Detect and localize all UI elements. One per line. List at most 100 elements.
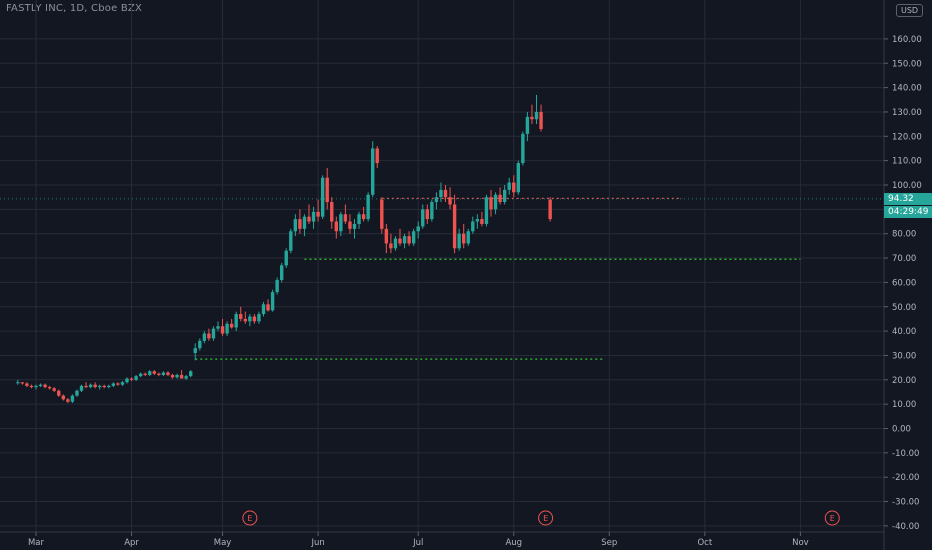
- candle[interactable]: [530, 104, 534, 125]
- candle[interactable]: [88, 383, 93, 389]
- candle[interactable]: [507, 177, 511, 195]
- candle[interactable]: [20, 382, 25, 385]
- candle[interactable]: [148, 370, 152, 377]
- candle[interactable]: [380, 197, 384, 234]
- candle[interactable]: [475, 214, 480, 229]
- candle[interactable]: [484, 194, 489, 227]
- earnings-marker[interactable]: E: [242, 510, 258, 526]
- candle[interactable]: [498, 187, 502, 205]
- candle[interactable]: [425, 204, 429, 224]
- candle[interactable]: [47, 385, 52, 390]
- candle[interactable]: [134, 374, 138, 382]
- currency-selector[interactable]: USD: [896, 4, 924, 17]
- candle[interactable]: [266, 299, 270, 312]
- candle[interactable]: [125, 377, 129, 384]
- candle[interactable]: [102, 384, 106, 389]
- candle[interactable]: [298, 209, 302, 234]
- candle[interactable]: [339, 211, 343, 237]
- candle[interactable]: [302, 214, 307, 237]
- candle[interactable]: [489, 189, 493, 217]
- candle[interactable]: [334, 216, 338, 239]
- candle[interactable]: [512, 175, 516, 198]
- candle[interactable]: [179, 370, 184, 379]
- candle[interactable]: [220, 318, 225, 336]
- candle[interactable]: [34, 384, 38, 390]
- candle[interactable]: [307, 204, 311, 224]
- candle[interactable]: [443, 185, 448, 203]
- candle[interactable]: [202, 331, 207, 344]
- candle[interactable]: [284, 248, 288, 268]
- candle[interactable]: [16, 379, 20, 385]
- candle[interactable]: [320, 175, 325, 220]
- candle[interactable]: [234, 311, 238, 332]
- candle[interactable]: [516, 160, 520, 195]
- candle[interactable]: [421, 204, 425, 229]
- candle[interactable]: [452, 194, 457, 254]
- candle[interactable]: [161, 371, 166, 377]
- candle[interactable]: [120, 381, 125, 386]
- candle[interactable]: [143, 372, 147, 377]
- candle[interactable]: [371, 141, 375, 198]
- candle[interactable]: [257, 311, 261, 324]
- candle[interactable]: [198, 338, 202, 351]
- candle[interactable]: [75, 389, 79, 397]
- candle[interactable]: [402, 233, 407, 249]
- candle[interactable]: [411, 228, 416, 246]
- candle[interactable]: [539, 104, 543, 132]
- candle[interactable]: [175, 373, 179, 379]
- candle[interactable]: [70, 394, 75, 403]
- candle[interactable]: [61, 394, 65, 401]
- candle[interactable]: [357, 211, 361, 229]
- candle[interactable]: [170, 373, 175, 379]
- candle[interactable]: [534, 94, 539, 125]
- candle[interactable]: [366, 192, 370, 222]
- candle[interactable]: [375, 146, 379, 168]
- candle[interactable]: [457, 228, 461, 251]
- candle[interactable]: [525, 111, 530, 142]
- candle[interactable]: [343, 204, 348, 224]
- candle[interactable]: [389, 233, 393, 254]
- candle[interactable]: [184, 374, 188, 380]
- candle[interactable]: [384, 223, 389, 254]
- candle[interactable]: [270, 289, 275, 312]
- candle[interactable]: [280, 262, 284, 283]
- candle[interactable]: [430, 199, 434, 222]
- candle[interactable]: [66, 398, 70, 403]
- candle[interactable]: [52, 387, 56, 392]
- candle[interactable]: [466, 228, 470, 246]
- candle[interactable]: [330, 197, 334, 229]
- candle[interactable]: [407, 231, 411, 246]
- candle[interactable]: [207, 328, 211, 341]
- candle[interactable]: [138, 372, 143, 378]
- candle[interactable]: [216, 321, 220, 332]
- candle[interactable]: [493, 192, 498, 215]
- candle[interactable]: [325, 167, 329, 210]
- candle[interactable]: [316, 199, 320, 222]
- candle[interactable]: [521, 131, 525, 166]
- candle[interactable]: [348, 214, 352, 234]
- candle[interactable]: [57, 389, 61, 397]
- candle[interactable]: [225, 321, 229, 336]
- candle[interactable]: [84, 382, 88, 389]
- candle[interactable]: [252, 314, 257, 324]
- candle[interactable]: [502, 185, 507, 205]
- candle[interactable]: [416, 221, 420, 239]
- earnings-marker[interactable]: E: [538, 510, 554, 526]
- candle[interactable]: [25, 382, 29, 388]
- candle[interactable]: [152, 370, 156, 375]
- candle[interactable]: [289, 228, 293, 254]
- candle[interactable]: [293, 214, 298, 237]
- candle[interactable]: [38, 383, 43, 388]
- candle[interactable]: [548, 197, 552, 222]
- candle[interactable]: [111, 382, 116, 388]
- candle[interactable]: [393, 236, 398, 251]
- candle[interactable]: [93, 382, 97, 389]
- candle[interactable]: [211, 326, 216, 341]
- candle[interactable]: [471, 216, 475, 234]
- candle[interactable]: [129, 377, 134, 382]
- candle[interactable]: [157, 372, 161, 377]
- candle[interactable]: [261, 301, 266, 317]
- candle[interactable]: [439, 182, 443, 203]
- candle[interactable]: [166, 371, 170, 377]
- candle[interactable]: [193, 343, 197, 361]
